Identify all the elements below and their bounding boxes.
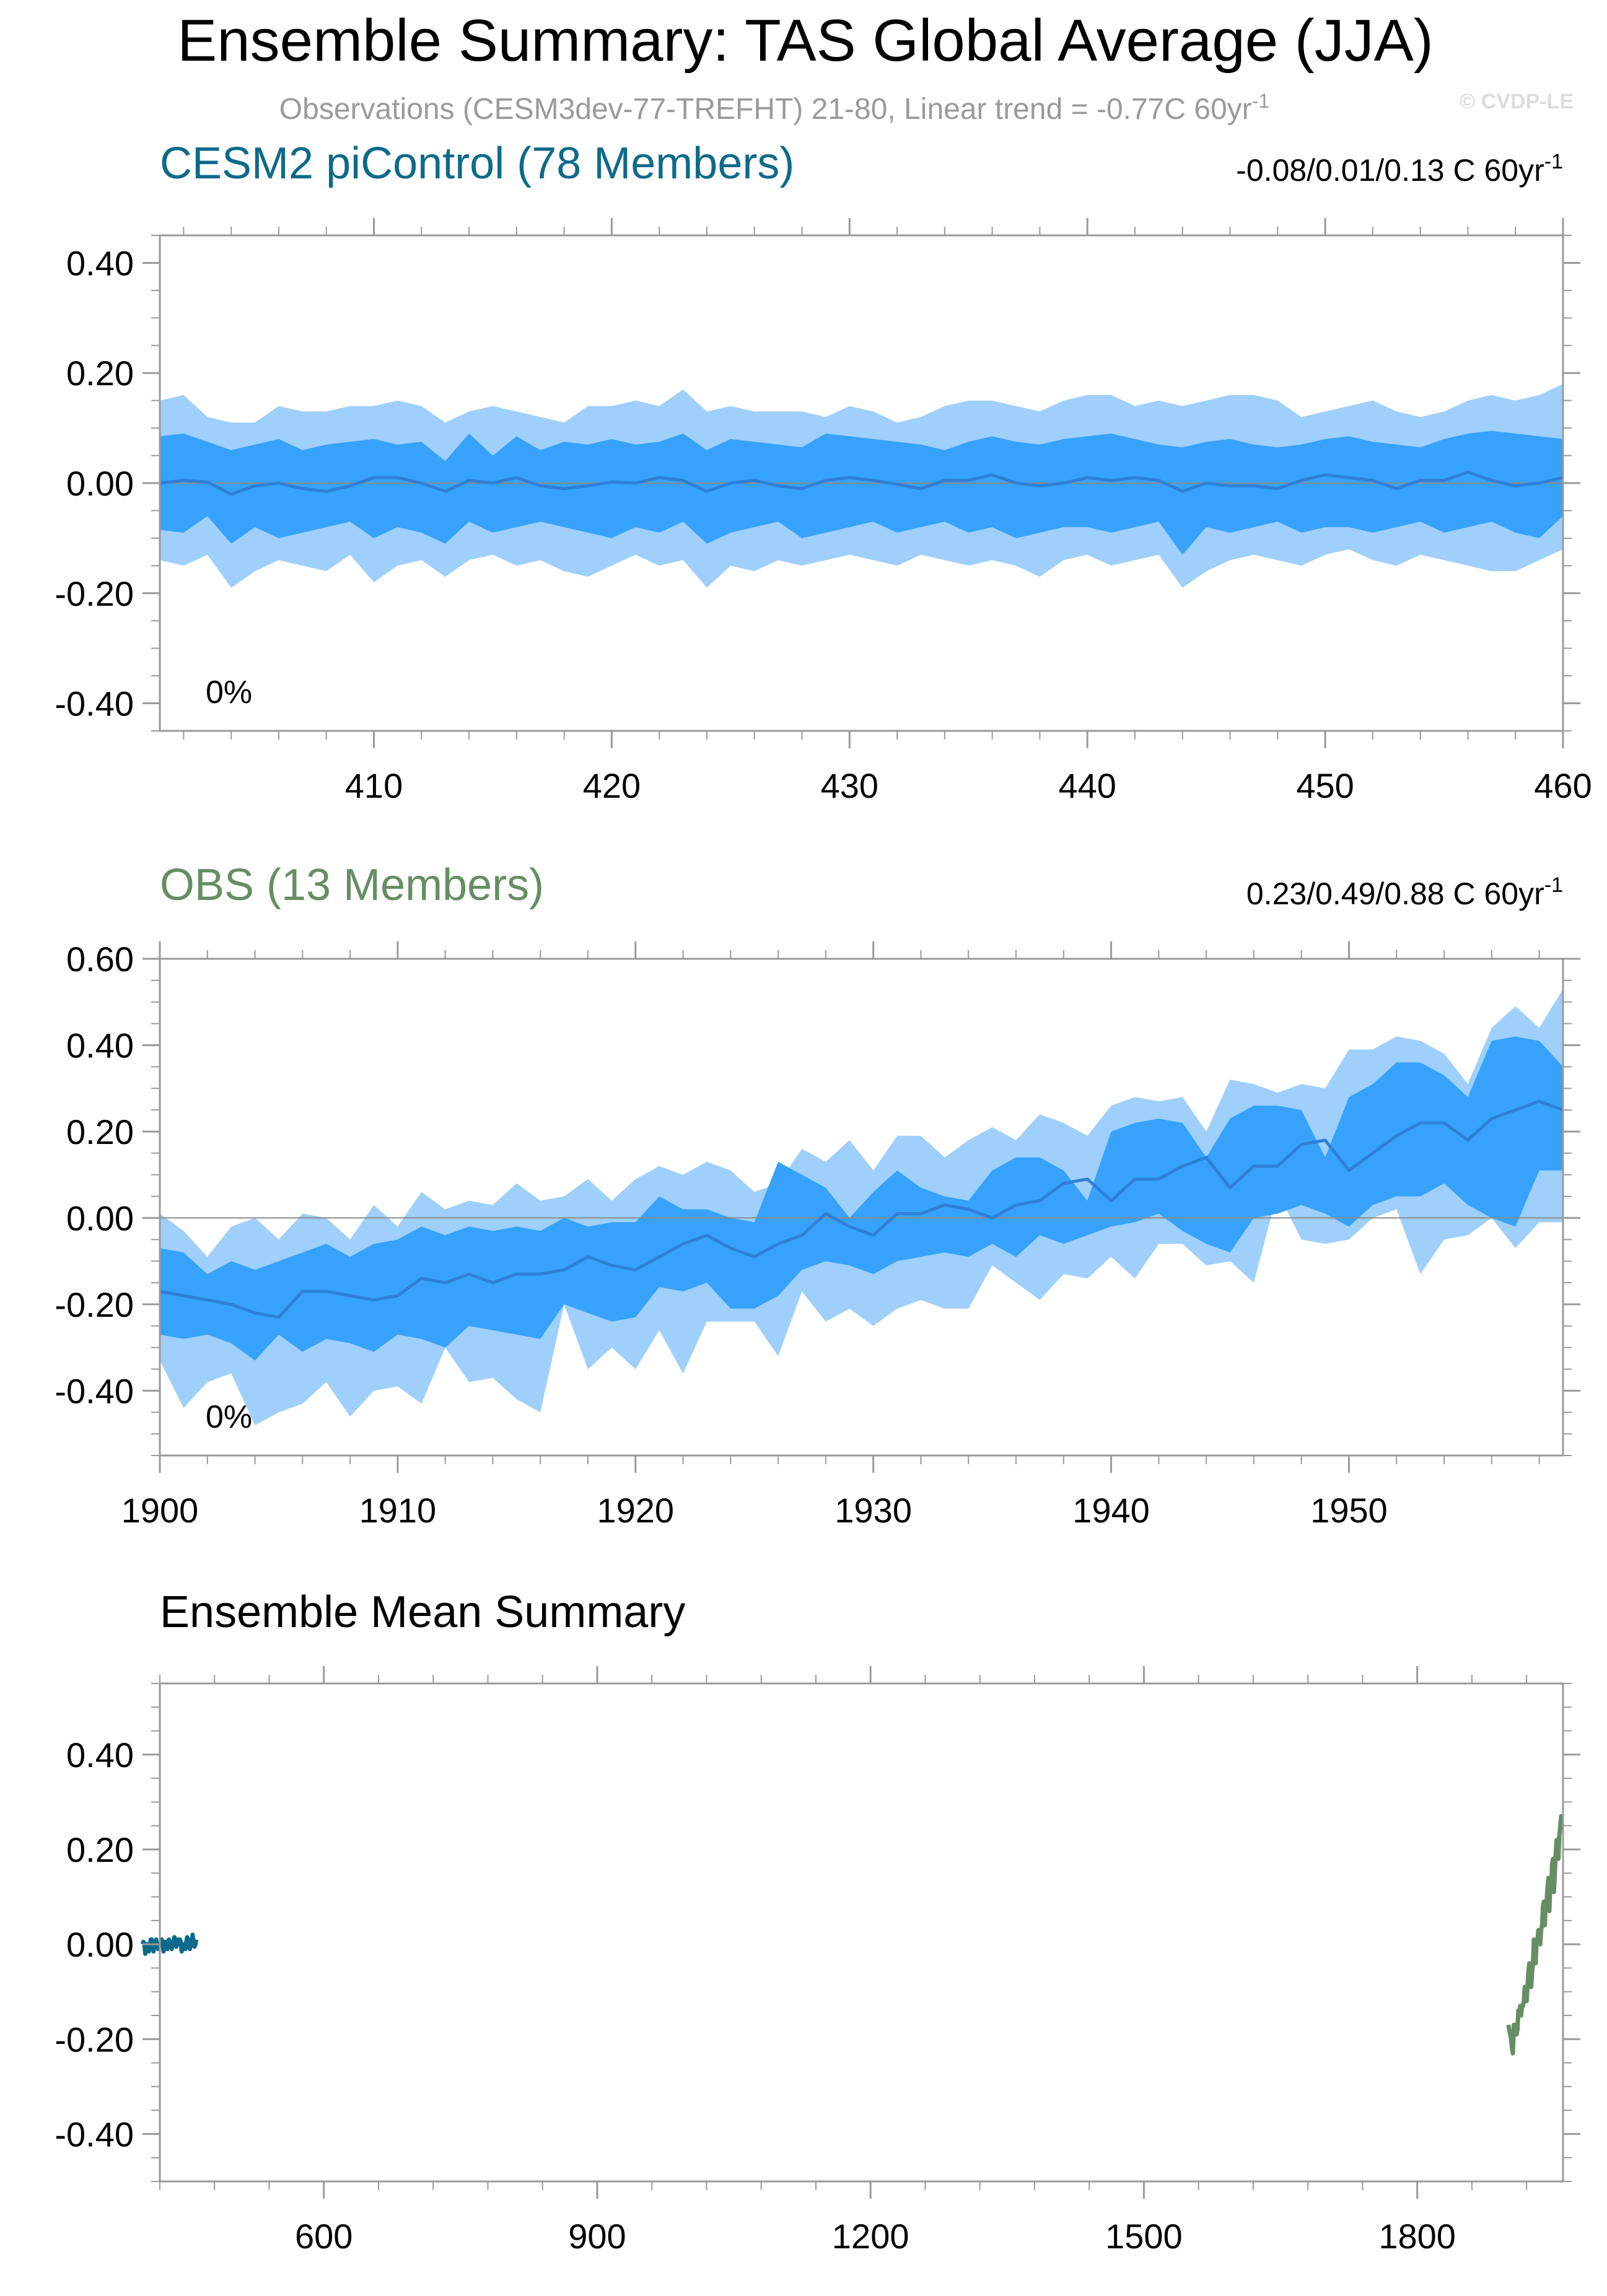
ensemble-mean-ytick-label: -0.20 [55, 2020, 134, 2059]
ensemble-mean-ytick-label: -0.40 [55, 2115, 134, 2154]
obs-title: OBS (13 Members) [160, 860, 544, 910]
picontrol-xtick-label: 410 [345, 766, 403, 805]
obs-ytick-label: 0.60 [66, 940, 134, 979]
picontrol-ytick-label: 0.40 [66, 243, 134, 282]
picontrol-xtick-label: 430 [821, 766, 878, 805]
obs-plot: -0.40 -0.20 0.00 0.20 0.40 0.60 1900 1910 1920 19… [55, 940, 1580, 1530]
picontrol-xtick-label: 450 [1296, 766, 1354, 805]
picontrol-mean-line [159, 470, 1564, 496]
picontrol-ytick-label: -0.20 [55, 574, 134, 613]
panel-obs: OBS (13 Members) 0.23/0.49/0.88 C 60yr-1… [55, 860, 1580, 1530]
subtitle-text: Observations (CESM3dev-77-TREFHT) 21-80,… [279, 93, 1252, 126]
ensemble-mean-frame [159, 1682, 1564, 2183]
obs-xtick-label: 1950 [1310, 1491, 1388, 1530]
obs-xtick-label: 1940 [1072, 1491, 1150, 1530]
figure-subtitle: Observations (CESM3dev-77-TREFHT) 21-80,… [279, 90, 1269, 126]
picontrol-title: CESM2 piControl (78 Members) [160, 139, 794, 188]
obs-xtick-label: 1930 [834, 1491, 912, 1530]
obs-trend-sup: -1 [1544, 873, 1563, 897]
picontrol-xtick-label: 460 [1534, 766, 1592, 805]
watermark: © CVDP-LE [1460, 90, 1574, 113]
obs-ytick-label: 0.20 [66, 1112, 134, 1151]
ensemble-mean-ytick-label: 0.40 [66, 1735, 134, 1774]
ensemble-mean-xtick-label: 1500 [1105, 2217, 1183, 2256]
ensemble-mean-xtick-label: 600 [295, 2217, 352, 2256]
obs-mean-line [159, 1099, 1564, 1319]
ensemble-mean-xtick-label: 1800 [1378, 2217, 1456, 2256]
picontrol-xtick-label: 440 [1058, 766, 1116, 805]
obs-xtick-label: 1920 [597, 1491, 675, 1530]
obs-band-10-90 [160, 1036, 1563, 1361]
picontrol-ytick-label: -0.40 [55, 684, 134, 723]
ensemble-mean-plot: -0.40 -0.20 0.00 0.20 0.40 600 900 1200 1500 1800 [55, 1666, 1580, 2256]
picontrol-xtick-label: 420 [583, 766, 641, 805]
ensemble-mean-series-picontrol [140, 1932, 199, 1956]
obs-trend: 0.23/0.49/0.88 C 60yr-1 [1246, 873, 1563, 911]
picontrol-band-10-90 [160, 430, 1563, 555]
obs-ytick-label: -0.20 [55, 1285, 134, 1324]
obs-trend-text: 0.23/0.49/0.88 C 60yr [1246, 876, 1544, 911]
panel-ensemble-mean: Ensemble Mean Summary -0.40 -0.20 0.00 0.20… [55, 1587, 1580, 2256]
ensemble-mean-xtick-label: 900 [568, 2217, 626, 2256]
panel-picontrol: CESM2 piControl (78 Members) -0.08/0.01/… [55, 139, 1592, 805]
picontrol-plot: -0.40 -0.20 0.00 0.20 0.40 410 420 430 440 450 460 [55, 218, 1592, 805]
picontrol-ytick-label: 0.00 [66, 464, 134, 503]
figure-title: Ensemble Summary: TAS Global Average (JJ… [177, 7, 1433, 74]
obs-ytick-label: 0.40 [66, 1026, 134, 1065]
obs-ytick-label: -0.40 [55, 1371, 134, 1410]
ensemble-mean-xtick-label: 1200 [832, 2217, 909, 2256]
picontrol-percent: 0% [206, 674, 252, 710]
picontrol-ytick-label: 0.20 [66, 354, 134, 393]
obs-percent: 0% [206, 1399, 252, 1435]
obs-ytick-label: 0.00 [66, 1198, 134, 1237]
obs-xtick-label: 1900 [121, 1491, 199, 1530]
ensemble-mean-ytick-label: 0.00 [66, 1925, 134, 1964]
picontrol-trend: -0.08/0.01/0.13 C 60yr-1 [1236, 150, 1563, 188]
picontrol-trend-sup: -1 [1544, 150, 1563, 173]
ensemble-mean-title: Ensemble Mean Summary [160, 1587, 685, 1637]
subtitle-sup: -1 [1252, 90, 1269, 112]
ensemble-mean-series-obs [1506, 1814, 1564, 2056]
obs-frame [159, 958, 1564, 1457]
obs-xtick-label: 1910 [359, 1491, 437, 1530]
ensemble-mean-ytick-label: 0.20 [66, 1830, 134, 1869]
picontrol-trend-text: -0.08/0.01/0.13 C 60yr [1236, 153, 1544, 188]
